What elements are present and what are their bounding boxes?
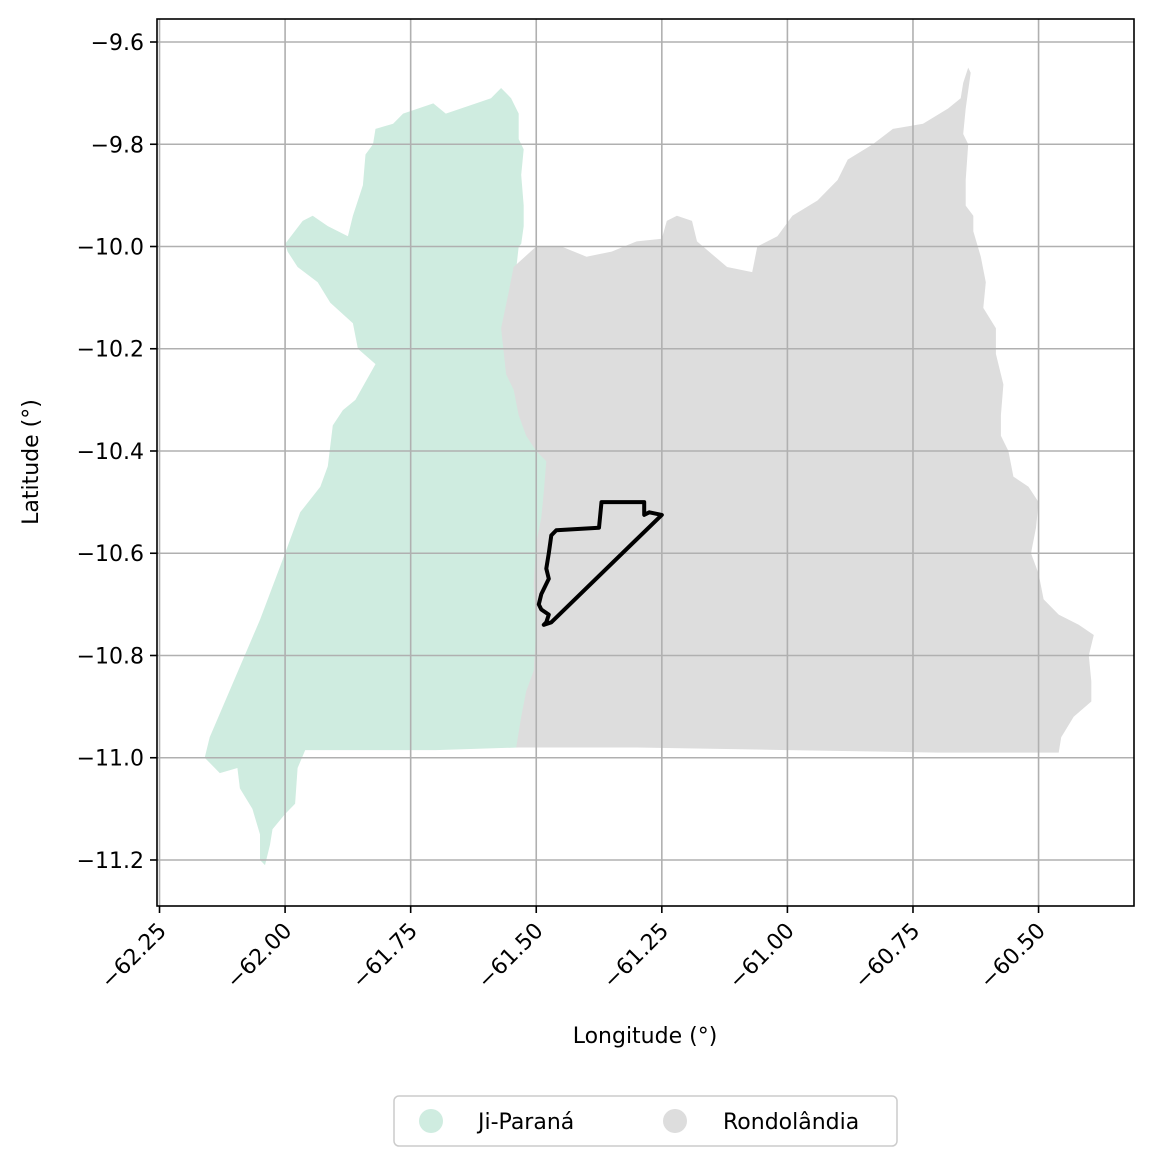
legend-box [393,1095,898,1147]
y-tick-label: −10.6 [77,542,144,567]
y-axis-ticks: −9.6 −9.8 −10.0 −10.2 −10.4 −10.6 −10.8 −11.0 −1… [77,31,157,874]
y-tick-label: −10.2 [77,338,144,363]
legend: Ji-Paraná Rondolândia [393,1095,898,1147]
legend-label-ji-parana: Ji-Paraná [476,1110,574,1135]
y-tick-label: −11.0 [77,747,144,772]
highlight-boundary [536,500,664,627]
grid-lines [157,19,1134,906]
legend-marker-rondolandia [663,1109,687,1133]
x-axis-label: Longitude (°) [573,1024,718,1049]
y-tick-label: −9.6 [91,31,144,56]
y-tick-label: −10.8 [77,644,144,669]
y-axis-label: Latitude (°) [19,399,44,525]
region-ji-parana[interactable] [204,88,552,866]
legend-label-rondolandia: Rondolândia [723,1110,859,1135]
legend-marker-ji-parana [419,1109,443,1133]
y-tick-label: −9.8 [91,133,144,158]
region-rondolandia[interactable] [501,67,1094,753]
axes-frame [156,18,1135,907]
y-tick-label: −10.0 [77,236,144,261]
regions-layer [204,67,1094,866]
y-tick-label: −10.4 [77,440,144,465]
y-tick-label: −11.2 [77,849,144,874]
